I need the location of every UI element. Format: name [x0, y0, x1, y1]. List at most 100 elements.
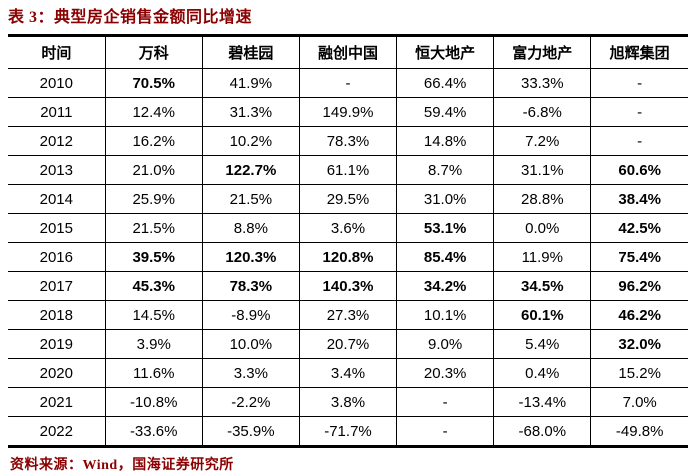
value-cell: 46.2%	[590, 300, 688, 330]
value-cell: -33.6%	[105, 416, 203, 447]
value-cell: -	[590, 97, 688, 127]
table-row: 2019 3.9% 10.0% 20.7% 9.0% 5.4% 32.0%	[8, 329, 688, 359]
column-header-company: 恒大地产	[396, 35, 495, 69]
value-cell: 34.2%	[396, 271, 495, 301]
value-cell: 39.5%	[105, 242, 203, 272]
value-cell: -	[299, 68, 398, 98]
value-cell: 38.4%	[590, 184, 688, 214]
value-cell: 120.8%	[299, 242, 398, 272]
value-cell: 60.6%	[590, 155, 688, 185]
value-cell: 3.6%	[299, 213, 398, 243]
value-cell: 12.4%	[105, 97, 203, 127]
value-cell: 8.8%	[202, 213, 300, 243]
table-row: 2022 -33.6% -35.9% -71.7% - -68.0% -49.8%	[8, 416, 688, 447]
value-cell: 10.2%	[202, 126, 300, 156]
value-cell: 25.9%	[105, 184, 203, 214]
table-title: 表 3：典型房企销售金额同比增速	[8, 9, 253, 26]
value-cell: 11.9%	[493, 242, 592, 272]
year-cell: 2018	[8, 300, 106, 330]
value-cell: 14.8%	[396, 126, 495, 156]
value-cell: -	[396, 387, 495, 417]
year-cell: 2022	[8, 416, 106, 447]
value-cell: 28.8%	[493, 184, 592, 214]
value-cell: 5.4%	[493, 329, 592, 359]
year-cell: 2015	[8, 213, 106, 243]
value-cell: 15.2%	[590, 358, 688, 388]
source-note: 资料来源：Wind，国海证券研究所	[10, 458, 234, 473]
value-cell: 21.0%	[105, 155, 203, 185]
value-cell: 27.3%	[299, 300, 398, 330]
value-cell: 42.5%	[590, 213, 688, 243]
value-cell: 21.5%	[202, 184, 300, 214]
year-cell: 2016	[8, 242, 106, 272]
value-cell: 14.5%	[105, 300, 203, 330]
table-row: 2020 11.6% 3.3% 3.4% 20.3% 0.4% 15.2%	[8, 358, 688, 388]
year-cell: 2010	[8, 68, 106, 98]
value-cell: 9.0%	[396, 329, 495, 359]
value-cell: -49.8%	[615, 422, 664, 440]
column-header-company: 旭辉集团	[590, 35, 688, 69]
table-row: 2015 21.5% 8.8% 3.6% 53.1% 0.0% 42.5%	[8, 213, 688, 243]
value-cell: -	[590, 68, 688, 98]
table-row: 2012 16.2% 10.2% 78.3% 14.8% 7.2% -	[8, 126, 688, 156]
year-cell: 2017	[8, 271, 106, 301]
value-cell: 3.4%	[299, 358, 398, 388]
value-cell: 60.1%	[493, 300, 592, 330]
column-header-company: 万科	[105, 35, 203, 69]
value-cell: 85.4%	[396, 242, 495, 272]
sales-growth-table: 时间 万科 碧桂园 融创中国 恒大地产 富力地产 旭辉集团 2010 70.5% 41.9% -6…	[8, 34, 688, 448]
value-cell: -35.9%	[202, 416, 300, 447]
value-cell: 122.7%	[202, 155, 300, 185]
table-row: 2011 12.4% 31.3% 149.9% 59.4% -6.8% -	[8, 97, 688, 127]
value-cell: -	[396, 416, 495, 447]
value-cell: 29.5%	[299, 184, 398, 214]
value-cell: 31.1%	[493, 155, 592, 185]
value-cell: 59.4%	[396, 97, 495, 127]
value-cell: -71.7%	[299, 416, 398, 447]
value-cell: 3.3%	[202, 358, 300, 388]
value-cell: 120.3%	[202, 242, 300, 272]
value-cell: 78.3%	[202, 271, 300, 301]
value-cell: 31.0%	[396, 184, 495, 214]
value-cell: -68.0%	[493, 416, 592, 447]
value-cell: 21.5%	[105, 213, 203, 243]
value-cell: 16.2%	[105, 126, 203, 156]
table-row: 2021 -10.8% -2.2% 3.8% - -13.4% 7.0%	[8, 387, 688, 417]
year-cell: 2012	[8, 126, 106, 156]
value-cell: 96.2%	[590, 271, 688, 301]
table-row: 2010 70.5% 41.9% -66.4% 33.3% -	[8, 68, 688, 98]
value-cell: 8.7%	[396, 155, 495, 185]
value-cell: -8.9%	[202, 300, 300, 330]
table-row: 2014 25.9% 21.5% 29.5% 31.0% 28.8% 38.4%	[8, 184, 688, 214]
value-cell: 70.5%	[105, 68, 203, 98]
year-cell: 2019	[8, 329, 106, 359]
table-row: 2013 21.0% 122.7% 61.1% 8.7% 31.1% 60.6%	[8, 155, 688, 185]
value-cell: 20.3%	[396, 358, 495, 388]
value-cell: 10.1%	[396, 300, 495, 330]
value-cell: 0.0%	[493, 213, 592, 243]
value-cell: 3.8%	[299, 387, 398, 417]
year-cell: 2014	[8, 184, 106, 214]
value-cell: 20.7%	[299, 329, 398, 359]
value-cell: 7.0%	[590, 387, 688, 417]
table-head: 时间 万科 碧桂园 融创中国 恒大地产 富力地产 旭辉集团	[8, 35, 688, 69]
value-cell: -10.8%	[105, 387, 203, 417]
table-body: 2010 70.5% 41.9% -66.4% 33.3% -2011 12.4% 31.3%…	[8, 68, 688, 447]
year-cell: 2020	[8, 358, 106, 388]
value-cell: 45.3%	[105, 271, 203, 301]
value-cell: 66.4%	[396, 68, 495, 98]
value-cell: -6.8%	[493, 97, 592, 127]
year-cell: 2013	[8, 155, 106, 185]
table-header-row: 时间 万科 碧桂园 融创中国 恒大地产 富力地产 旭辉集团	[8, 35, 688, 69]
value-cell: -	[590, 126, 688, 156]
value-cell: 32.0%	[590, 329, 688, 359]
value-cell: 53.1%	[396, 213, 495, 243]
table-row: 2017 45.3% 78.3% 140.3% 34.2% 34.5% 96.2%	[8, 271, 688, 301]
column-header-company: 融创中国	[299, 35, 398, 69]
value-cell: 149.9%	[299, 97, 398, 127]
value-cell: 140.3%	[299, 271, 398, 301]
value-cell: 7.2%	[493, 126, 592, 156]
column-header-company: 富力地产	[493, 35, 592, 69]
column-header-time: 时间	[8, 35, 106, 69]
value-cell: 75.4%	[590, 242, 688, 272]
